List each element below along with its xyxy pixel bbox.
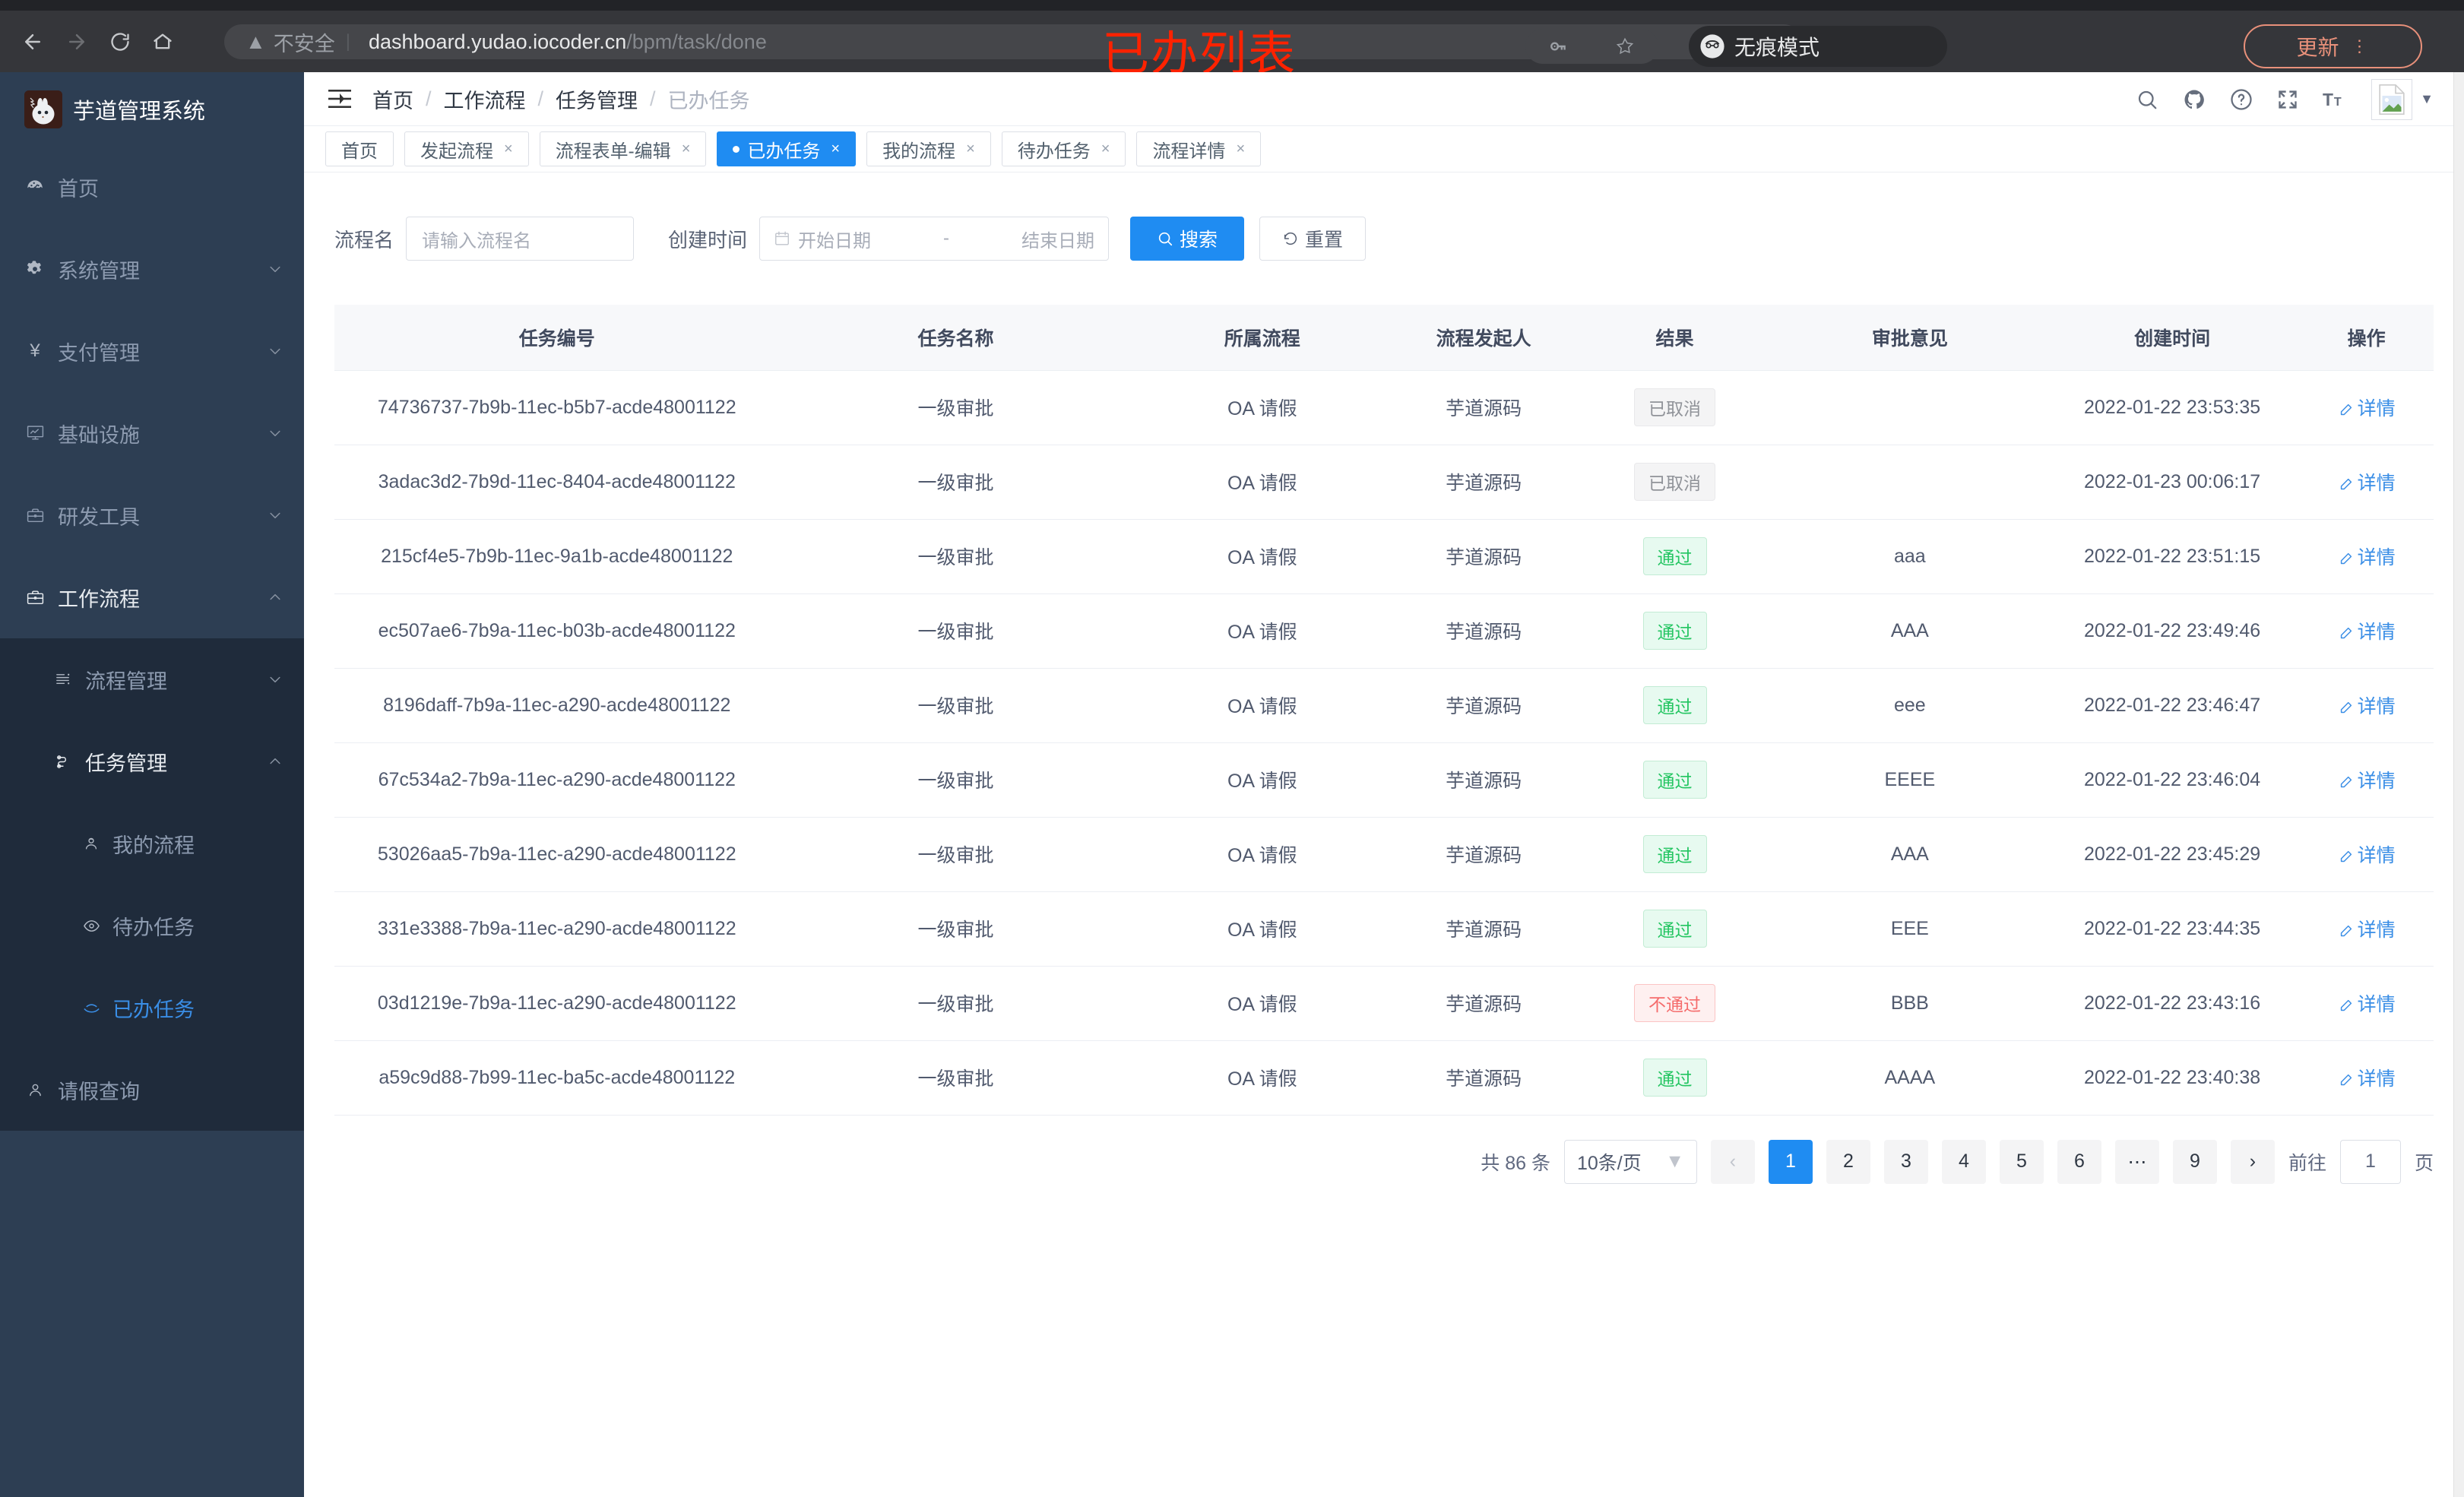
svg-text:T: T — [2323, 90, 2333, 109]
svg-text:T: T — [2334, 96, 2342, 109]
